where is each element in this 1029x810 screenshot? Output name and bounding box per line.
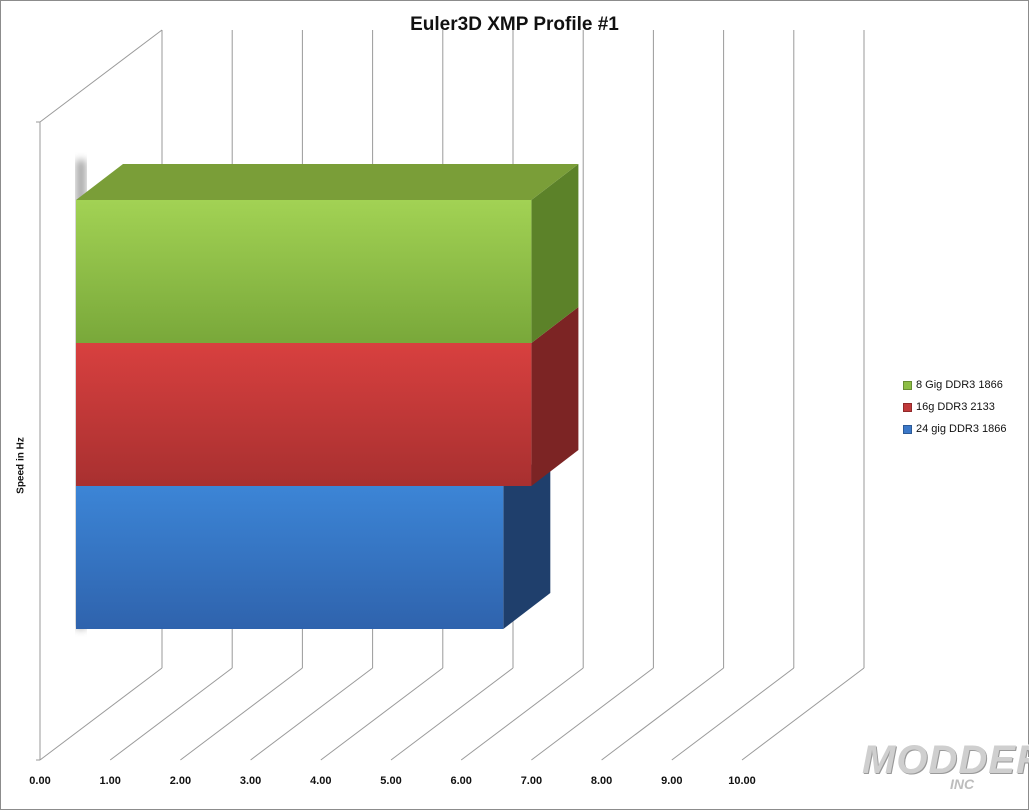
legend-item: 8 Gig DDR3 1866 — [903, 374, 1007, 396]
legend-item: 24 gig DDR3 1866 — [903, 418, 1007, 440]
legend-item: 16g DDR3 2133 — [903, 396, 1007, 418]
y-axis-label: Speed in Hz — [15, 437, 27, 494]
x-tick-label: 8.00 — [591, 775, 612, 787]
x-tick-label: 10.00 — [728, 775, 756, 787]
gridline-floor — [39, 667, 163, 761]
gridline-floor — [531, 667, 654, 761]
x-tick-labels: 0.00 1.00 2.00 3.00 4.00 5.00 6.00 7.00 8.00 9.00… — [29, 775, 755, 787]
axis-line — [39, 29, 163, 123]
x-tick-label: 3.00 — [240, 775, 261, 787]
chart-title: Euler3D XMP Profile #1 — [410, 14, 619, 35]
gridline-floor — [250, 667, 373, 761]
gridline-floor — [671, 667, 795, 761]
gridline-floor — [741, 667, 865, 761]
legend-label: 24 gig DDR3 1866 — [916, 423, 1007, 435]
x-tick-label: 0.00 — [29, 775, 50, 787]
gridline-floor — [109, 667, 233, 761]
x-tick-label: 5.00 — [380, 775, 401, 787]
gridline-floor — [390, 667, 514, 761]
watermark-logo-sub: INC — [950, 776, 975, 792]
bar-24-gig-ddr3-1866 — [76, 486, 504, 629]
gridline-floor — [180, 667, 303, 761]
gridline-floor — [601, 667, 724, 761]
bar-top-0 — [76, 164, 579, 200]
legend-label: 16g DDR3 2133 — [916, 401, 995, 413]
x-tick-label: 4.00 — [310, 775, 331, 787]
bar-16g-ddr3-2133 — [76, 343, 532, 486]
gridline-floor — [320, 667, 444, 761]
x-tick-label: 9.00 — [661, 775, 682, 787]
legend-swatch-green — [903, 380, 912, 390]
bar-side-2 — [503, 450, 551, 629]
legend-swatch-red — [903, 402, 912, 412]
legend-swatch-blue — [903, 424, 912, 434]
bars — [76, 160, 579, 629]
bar-side-1 — [531, 307, 579, 486]
bar-side-0 — [531, 164, 579, 343]
legend: 8 Gig DDR3 1866 16g DDR3 2133 24 gig DDR… — [903, 374, 1007, 440]
x-tick-label: 2.00 — [170, 775, 191, 787]
bar-8-gig-ddr3-1866 — [76, 200, 532, 343]
legend-label: 8 Gig DDR3 1866 — [916, 379, 1003, 391]
watermark-logo: MODDERS — [862, 738, 1029, 782]
x-tick-label: 6.00 — [450, 775, 471, 787]
x-tick-label: 7.00 — [521, 775, 542, 787]
gridline-floor — [460, 667, 584, 761]
x-tick-label: 1.00 — [99, 775, 120, 787]
